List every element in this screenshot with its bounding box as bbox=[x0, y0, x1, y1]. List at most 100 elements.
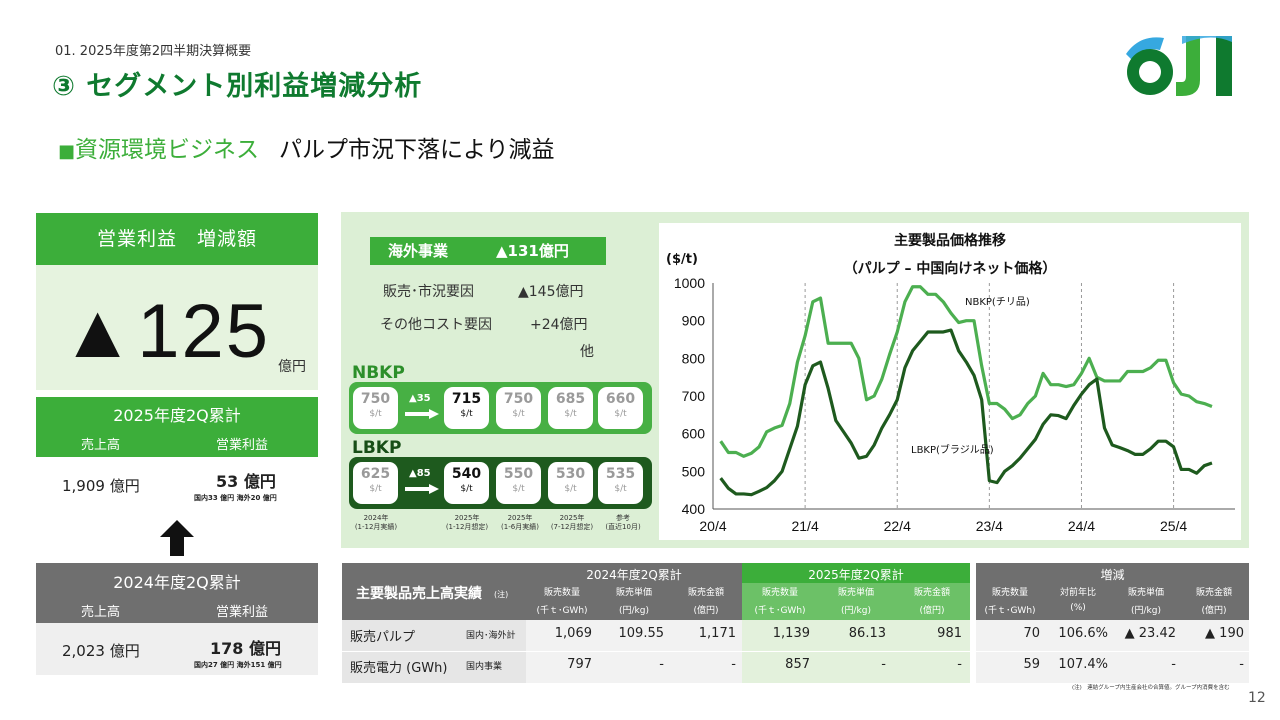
group-2024: 2024年度2Q累計 bbox=[586, 568, 682, 582]
lbkp-price-bar: 625 $/t ▲85 540 $/t 550 $/t 530 $/t 535 $/t bbox=[349, 457, 652, 509]
sub-2025-unit-1: (円/kg) bbox=[841, 606, 871, 616]
chart-x-tick-label: 22/4 bbox=[884, 518, 911, 534]
chart-y-tick-label: 600 bbox=[682, 426, 706, 442]
chart-label-lbkp: LBKP(ブラジル品) bbox=[911, 443, 994, 456]
subtitle-row: ■資源環境ビジネス パルプ市況下落により減益 bbox=[58, 130, 555, 164]
operating-profit-unit: 億円 bbox=[278, 359, 306, 375]
chart-lines bbox=[719, 285, 1213, 497]
sub-2024-1: 販売単価 bbox=[615, 588, 652, 598]
logo-letter-o-hole bbox=[1139, 61, 1161, 83]
chart-y-ticks: 400 500 600 700 800 900 1000 bbox=[674, 275, 705, 517]
factor-cost-value: +24億円 bbox=[530, 317, 588, 333]
lbkp-price-2024: 625 $/t bbox=[353, 462, 398, 504]
cumulative-2024-col-op: 営業利益 bbox=[216, 605, 269, 620]
nbkp-price-ref: 660 $/t bbox=[598, 387, 643, 429]
chart-x-tick-label: 23/4 bbox=[976, 518, 1003, 534]
cumulative-2025-header: 2025年度2Q累計 売上高 営業利益 bbox=[36, 397, 318, 457]
chart-y-tick-label: 900 bbox=[682, 313, 706, 329]
sub-diff-0: 販売数量 bbox=[991, 588, 1028, 598]
sub-diff-unit-1: (%) bbox=[1070, 603, 1086, 613]
nbkp-price-2024: 750 $/t bbox=[353, 387, 398, 429]
table-cell-2024: 109.55 bbox=[618, 626, 665, 641]
sub-2024-0: 販売数量 bbox=[543, 588, 580, 598]
table-cell-diff: ▲ 190 bbox=[1205, 626, 1244, 641]
sub-2024-unit-1: (円/kg) bbox=[619, 606, 649, 616]
price-col-h2: 2025年 (7-12月想定) bbox=[550, 514, 594, 531]
lbkp-price-2025: 540 $/t bbox=[444, 462, 489, 504]
table-cell-diff: ▲ 23.42 bbox=[1124, 626, 1176, 641]
nbkp-price-h2: 685 $/t bbox=[548, 387, 593, 429]
table-title: 主要製品売上高実績 bbox=[356, 586, 482, 602]
table-row-scope: 国内･海外計 bbox=[466, 631, 516, 641]
sub-2024-unit-0: (千ｔ･GWh) bbox=[536, 606, 588, 616]
sub-2025-unit-0: (千ｔ･GWh) bbox=[754, 606, 806, 616]
cumulative-2025-op: 53 億円 bbox=[216, 472, 276, 491]
sub-2025-0: 販売数量 bbox=[761, 588, 798, 598]
sub-diff-3: 販売金額 bbox=[1195, 588, 1232, 598]
table-cell-2025: - bbox=[957, 657, 962, 672]
arrow-up-icon bbox=[160, 520, 194, 556]
price-col-2025: 2025年 (1-12月想定) bbox=[445, 514, 489, 531]
logo-top-band bbox=[1182, 36, 1232, 44]
overseas-label: 海外事業 bbox=[388, 242, 449, 260]
chart-y-tick-label: 800 bbox=[682, 350, 706, 366]
table-cell-diff: 59 bbox=[1023, 657, 1040, 672]
chart-background bbox=[659, 223, 1241, 540]
chart-annotations: NBKP(チリ品) LBKP(ブラジル品) bbox=[911, 296, 1030, 456]
table-row-divider bbox=[342, 651, 1249, 652]
page-title: ③ セグメント別利益増減分析 bbox=[52, 71, 423, 102]
table-cell-diff: - bbox=[1239, 657, 1244, 672]
table-2025-sub-header bbox=[742, 583, 970, 620]
table-cell-diff: 107.4% bbox=[1058, 657, 1108, 672]
chart-title: 主要製品価格推移 bbox=[894, 233, 1006, 249]
table-cell-diff: 106.6% bbox=[1058, 626, 1108, 641]
table-cell-diff: - bbox=[1171, 657, 1176, 672]
factor-cost-note: 他 bbox=[580, 344, 594, 360]
table-row-name: 販売電力 (GWh) bbox=[350, 661, 448, 676]
segment-name: 資源環境ビジネス bbox=[75, 137, 260, 163]
factor-cost-label: その他コスト要因 bbox=[380, 317, 492, 333]
table-cell-2025: 86.13 bbox=[848, 626, 886, 641]
table-cell-2024: - bbox=[731, 657, 736, 672]
chart-y-tick-label: 700 bbox=[682, 388, 706, 404]
price-col-2024: 2024年 (1-12月実績) bbox=[354, 514, 398, 531]
table-cell-2025: 1,139 bbox=[772, 626, 810, 641]
chart-y-tick-label: 500 bbox=[682, 463, 706, 479]
nbkp-change: ▲35 bbox=[409, 393, 431, 404]
table-cell-2024: 797 bbox=[567, 657, 592, 672]
cumulative-2024-header: 2024年度2Q累計 売上高 営業利益 bbox=[36, 563, 318, 623]
sub-diff-1: 対前年比 bbox=[1059, 588, 1096, 598]
operating-profit-heading: 営業利益 増減額 bbox=[36, 213, 318, 265]
table-cell-2025: 857 bbox=[785, 657, 810, 672]
lbkp-price-h2: 530 $/t bbox=[548, 462, 593, 504]
sub-2025-1: 販売単価 bbox=[837, 588, 874, 598]
chart-x-tick-label: 24/4 bbox=[1068, 518, 1095, 534]
page-number: 12 bbox=[1248, 690, 1266, 706]
nbkp-label: NBKP bbox=[352, 363, 405, 383]
cumulative-2024-title: 2024年度2Q累計 bbox=[113, 573, 241, 592]
chart-x-tick-label: 21/4 bbox=[791, 518, 818, 534]
nbkp-price-h1: 750 $/t bbox=[496, 387, 541, 429]
logo-letter-i bbox=[1216, 36, 1232, 96]
subtitle-marker: ■ bbox=[58, 141, 76, 162]
table-cell-2025: 981 bbox=[937, 626, 962, 641]
cumulative-2024-sales: 2,023 億円 bbox=[62, 642, 140, 660]
table-row-scope: 国内事業 bbox=[466, 662, 503, 672]
table-cell-2024: 1,171 bbox=[698, 626, 736, 641]
table-diff-header bbox=[976, 563, 1249, 620]
sales-results-table: 主要製品売上高実績 (注) 2024年度2Q累計 2025年度2Q累計 増減 販売数量 (千… bbox=[342, 563, 1249, 683]
group-2025: 2025年度2Q累計 bbox=[808, 568, 904, 582]
chart-y-tick-label: 1000 bbox=[674, 275, 705, 291]
sub-diff-unit-3: (億円) bbox=[1201, 606, 1227, 616]
cumulative-2025-op-breakdown: 国内33 億円 海外20 億円 bbox=[194, 494, 277, 502]
chart-subtitle: （パルプ – 中国向けネット価格） bbox=[843, 261, 1057, 277]
cumulative-2024-body bbox=[36, 623, 318, 675]
table-cell-2024: - bbox=[659, 657, 664, 672]
operating-profit-change: ▲125 bbox=[60, 289, 271, 374]
sub-2024-2: 販売金額 bbox=[687, 588, 724, 598]
oji-logo bbox=[1126, 36, 1232, 96]
lbkp-price-h1: 550 $/t bbox=[496, 462, 541, 504]
overseas-value: ▲131億円 bbox=[496, 242, 569, 260]
nbkp-arrow-right-icon bbox=[405, 409, 439, 419]
operating-profit-body bbox=[36, 265, 318, 390]
